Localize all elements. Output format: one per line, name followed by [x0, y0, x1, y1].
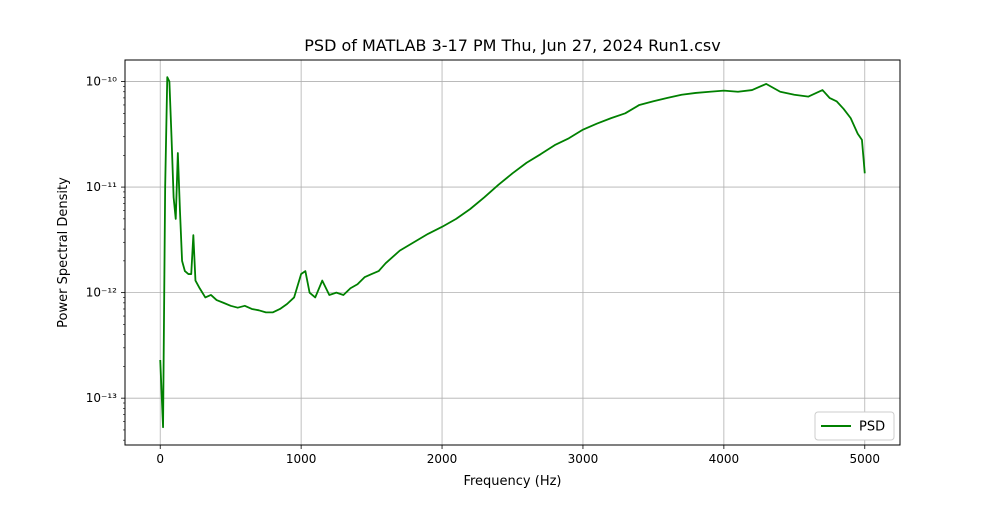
legend: PSD — [814, 411, 895, 441]
tick-layer: 0 1000 2000 3000 4000 5000 10⁻¹³ 10⁻¹² 10⁻¹¹ 10⁻¹… — [86, 75, 880, 466]
series-line-psd — [159, 76, 866, 429]
x-tick-label: 3000 — [568, 452, 599, 466]
grid-layer — [125, 60, 900, 445]
x-tick-label: 4000 — [709, 452, 740, 466]
chart-title: PSD of MATLAB 3-17 PM Thu, Jun 27, 2024 … — [304, 36, 720, 55]
plot-frame — [124, 59, 901, 446]
y-tick-label: 10⁻¹² — [86, 286, 117, 300]
y-tick-label: 10⁻¹¹ — [86, 180, 117, 194]
y-tick-label: 10⁻¹³ — [86, 391, 117, 405]
x-tick-label: 1000 — [286, 452, 317, 466]
y-axis-label: Power Spectral Density — [56, 177, 71, 328]
legend-label-psd: PSD — [859, 420, 885, 435]
x-tick-label: 0 — [156, 452, 164, 466]
legend-box — [814, 411, 895, 441]
plot-area — [125, 60, 900, 445]
series-layer — [159, 76, 866, 429]
x-tick-label: 5000 — [849, 452, 880, 466]
x-axis-label: Frequency (Hz) — [463, 474, 561, 489]
y-tick-label: 10⁻¹⁰ — [86, 75, 117, 89]
x-tick-label: 2000 — [427, 452, 458, 466]
